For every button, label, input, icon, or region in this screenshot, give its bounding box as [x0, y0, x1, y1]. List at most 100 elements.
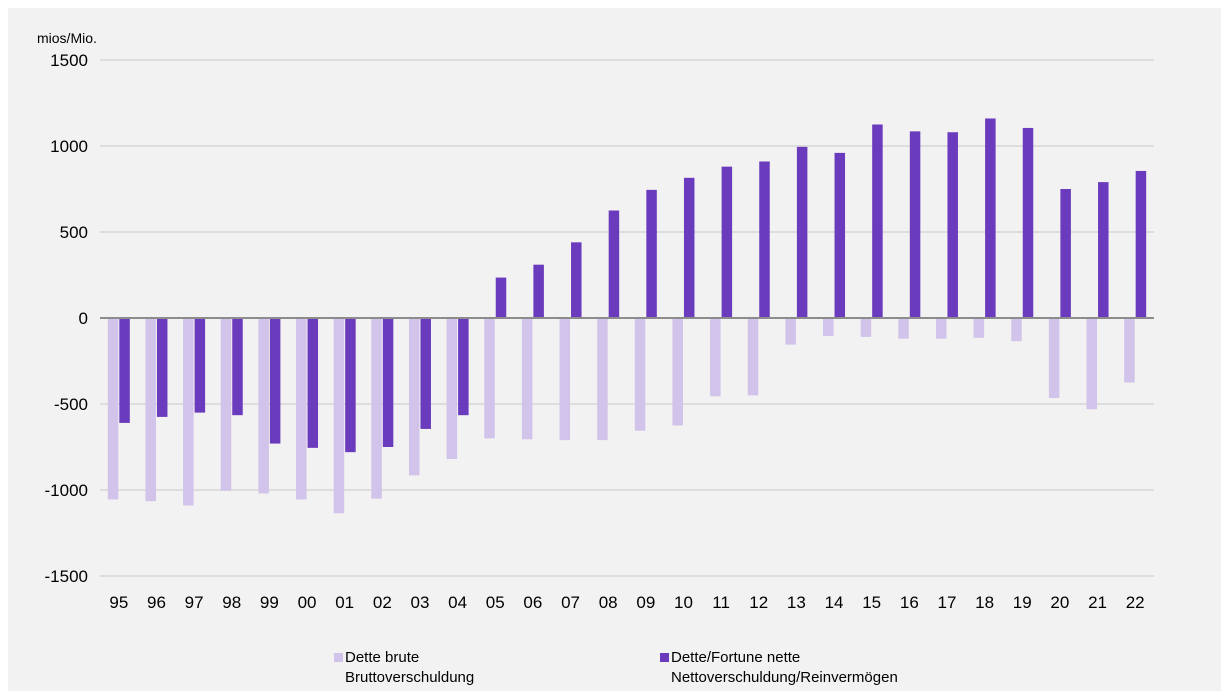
x-tick-label: 99 [260, 593, 279, 612]
bar-gross-debt [107, 318, 119, 500]
bar-gross-debt [672, 318, 683, 426]
bar-net-debt [269, 318, 281, 444]
bar-gross-debt [1048, 318, 1060, 398]
x-tick-label: 98 [222, 593, 241, 612]
bar-net-debt [533, 264, 544, 318]
x-tick-label: 04 [448, 593, 467, 612]
x-tick-label: 08 [599, 593, 618, 612]
bar-gross-debt [1124, 318, 1135, 383]
bar-net-debt [420, 318, 431, 429]
bar-gross-debt [258, 318, 269, 494]
x-tick-label: 05 [486, 593, 505, 612]
x-tick-label: 16 [900, 593, 919, 612]
bar-gross-debt [634, 318, 646, 431]
bar-net-debt [721, 166, 733, 318]
bar-net-debt [345, 318, 356, 453]
bar-gross-debt [823, 318, 834, 337]
y-axis-unit-label: mios/Mio. [37, 30, 97, 46]
legend-label-line: Dette brute [345, 649, 420, 666]
y-tick-label: -500 [54, 395, 88, 414]
bar-gross-debt [935, 318, 947, 339]
y-tick-label: 1500 [50, 51, 88, 70]
bar-gross-debt [183, 318, 194, 506]
bar-net-debt [947, 132, 958, 318]
bar-gross-debt [446, 318, 458, 460]
x-tick-label: 12 [749, 593, 768, 612]
bar-net-debt [156, 318, 168, 417]
bar-net-debt [458, 318, 469, 416]
x-tick-label: 96 [147, 593, 166, 612]
bar-gross-debt [145, 318, 156, 502]
x-tick-label: 21 [1088, 593, 1107, 612]
bar-net-debt [985, 118, 996, 318]
bar-net-debt [194, 318, 206, 413]
x-tick-label: 20 [1050, 593, 1069, 612]
y-tick-label: -1500 [45, 567, 88, 586]
x-tick-label: 00 [298, 593, 317, 612]
x-tick-label: 95 [109, 593, 128, 612]
bar-net-debt [646, 189, 657, 318]
bar-net-debt [1098, 182, 1109, 318]
bar-gross-debt [597, 318, 608, 441]
x-tick-label: 97 [185, 593, 204, 612]
x-tick-label: 07 [561, 593, 580, 612]
bar-gross-debt [898, 318, 909, 339]
y-tick-label: 500 [60, 223, 88, 242]
bar-gross-debt [973, 318, 985, 338]
legend-label-line: Nettoverschuldung/Reinvermögen [671, 669, 898, 686]
bar-gross-debt [371, 318, 382, 499]
legend-swatch-net-debt [660, 653, 669, 662]
bar-net-debt [1135, 170, 1147, 318]
bar-net-debt [608, 210, 620, 318]
bar-gross-debt [1011, 318, 1022, 342]
bar-gross-debt [860, 318, 872, 337]
bar-net-debt [683, 177, 695, 318]
x-tick-label: 22 [1126, 593, 1145, 612]
bar-chart: -1500 -1000 -500 0 500 1000 1500 95 96 97 98 99 00 01… [45, 51, 1154, 612]
y-tick-label: -1000 [45, 481, 88, 500]
x-tick-label: 06 [523, 593, 542, 612]
bar-gross-debt [710, 318, 721, 397]
bar-gross-debt [521, 318, 533, 440]
bar-gross-debt [785, 318, 796, 345]
x-tick-label: 19 [1013, 593, 1032, 612]
bar-gross-debt [220, 318, 232, 491]
bar-net-debt [382, 318, 394, 447]
bar-gross-debt [747, 318, 759, 396]
x-tick-label: 03 [411, 593, 430, 612]
bar-net-debt [909, 131, 921, 318]
x-tick-label: 11 [712, 593, 730, 612]
bar-net-debt [872, 124, 883, 318]
bar-net-debt [759, 161, 770, 318]
x-tick-label: 15 [862, 593, 881, 612]
bar-net-debt [1022, 127, 1034, 318]
bar-gross-debt [296, 318, 307, 500]
bar-net-debt [834, 152, 846, 318]
y-tick-label: 0 [79, 309, 88, 328]
x-tick-label: 14 [825, 593, 844, 612]
bar-net-debt [307, 318, 319, 448]
x-tick-label: 01 [335, 593, 354, 612]
bar-net-debt [495, 277, 507, 318]
bar-net-debt [796, 146, 808, 318]
bar-gross-debt [408, 318, 420, 476]
bar-gross-debt [559, 318, 571, 441]
x-tick-label: 02 [373, 593, 392, 612]
legend-label-line: Dette/Fortune nette [671, 649, 801, 666]
bar-net-debt [1060, 189, 1071, 318]
y-tick-label: 1000 [50, 137, 88, 156]
x-tick-label: 09 [636, 593, 655, 612]
x-tick-label: 18 [975, 593, 994, 612]
bar-gross-debt [1086, 318, 1098, 410]
chart-area: mios/Mio. -1500 -1000 -500 0 500 1000 1500 95 96… [8, 8, 1221, 691]
bar-net-debt [119, 318, 130, 423]
legend-swatch-gross-debt [334, 653, 343, 662]
bar-net-debt [232, 318, 243, 416]
x-tick-label: 13 [787, 593, 806, 612]
bar-gross-debt [484, 318, 495, 439]
bar-gross-debt [333, 318, 345, 514]
x-tick-label: 10 [674, 593, 693, 612]
bar-net-debt [571, 242, 582, 318]
legend-label-line: Bruttoverschuldung [345, 669, 475, 686]
x-tick-label: 17 [938, 593, 957, 612]
